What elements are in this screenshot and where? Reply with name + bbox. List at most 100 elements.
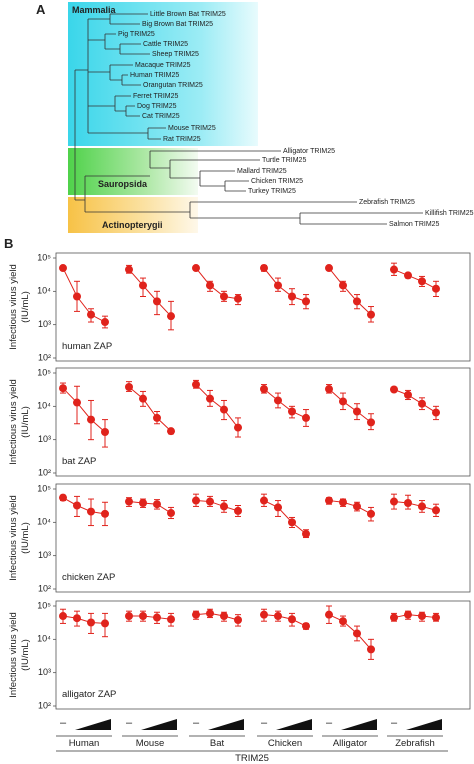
point [73,292,81,301]
point [418,502,426,511]
point [260,610,268,619]
point [404,499,412,508]
point [234,294,242,303]
point [73,614,81,623]
point [87,310,95,319]
dose-triangle [141,719,177,730]
leaf-label: Alligator TRIM25 [283,148,335,155]
leaf-label: Mallard TRIM25 [237,168,287,175]
point [87,507,95,516]
point [288,292,296,301]
point [418,277,426,286]
y-tick-label: 10³ [38,434,51,444]
point [390,613,398,622]
point [432,506,440,515]
leaf-label: Big Brown Bat TRIM25 [142,21,213,28]
point [153,413,161,422]
y-tick-label: 10⁵ [37,483,51,493]
point [220,502,228,511]
trend-line [393,389,437,413]
point [167,312,175,321]
point [59,264,67,273]
point [274,396,282,405]
y-axis-label: (IU/mL) [20,522,31,554]
point [192,380,200,389]
leaf-label: Chicken TRIM25 [251,178,303,185]
control-label: – [126,717,133,729]
y-axis-label: Infectious virus yield [8,612,19,698]
dose-triangle [208,719,244,730]
leaf-label: Human TRIM25 [130,72,179,79]
y-axis-label: (IU/mL) [20,639,31,671]
control-label: – [60,717,67,729]
point [274,503,282,512]
y-axis-label: (IU/mL) [20,291,31,323]
trend-line [328,614,372,650]
actinopterygii-background [68,197,198,233]
plot-frame [55,483,471,593]
trend-line [128,501,172,514]
point [325,496,333,505]
trend-line [263,267,307,302]
point [167,427,175,436]
y-tick-label: 10⁴ [37,401,51,411]
point [325,264,333,273]
point [125,612,133,621]
y-tick-label: 10⁴ [37,286,51,296]
point [220,292,228,301]
leaf-label: Turkey TRIM25 [248,188,296,195]
point [192,610,200,619]
dose-triangle [341,719,377,730]
clade-label: Sauropsida [98,179,148,189]
leaf-label: Macaque TRIM25 [135,62,191,69]
trend-line [195,384,239,428]
point [153,613,161,622]
point [432,613,440,622]
point [73,501,81,510]
point [260,496,268,505]
point [87,618,95,627]
point [153,500,161,509]
panel-label: B [4,236,13,251]
point [139,394,147,403]
point [73,398,81,407]
y-tick-label: 10² [38,583,51,593]
point [260,385,268,394]
clade-label: Actinopterygii [102,220,163,230]
y-axis-label: (IU/mL) [20,406,31,438]
trend-line [328,500,372,515]
point [288,518,296,527]
panel-title: bat ZAP [62,456,96,467]
point [404,271,412,280]
point [220,405,228,414]
leaf-label: Mouse TRIM25 [168,125,216,132]
point [339,397,347,406]
point [418,399,426,408]
point [87,415,95,424]
point [302,413,310,422]
trend-line [263,500,307,535]
y-tick-label: 10³ [38,550,51,560]
leaf-label: Orangutan TRIM25 [143,82,203,89]
point [206,497,214,506]
trend-line [263,388,307,419]
point [101,318,109,327]
panel-title: human ZAP [62,341,112,352]
trend-line [128,269,172,317]
point [288,407,296,416]
point [288,615,296,624]
panel-label: A [36,2,46,17]
point [353,629,361,638]
point [367,418,375,427]
trend-line [328,388,372,423]
point [367,509,375,518]
leaf-label: Pig TRIM25 [118,31,155,38]
plot-frame [55,600,471,710]
point [390,265,398,274]
panel-title: chicken ZAP [62,572,115,583]
point [101,619,109,628]
trend-line [393,269,437,290]
point [125,383,133,392]
point [234,423,242,432]
